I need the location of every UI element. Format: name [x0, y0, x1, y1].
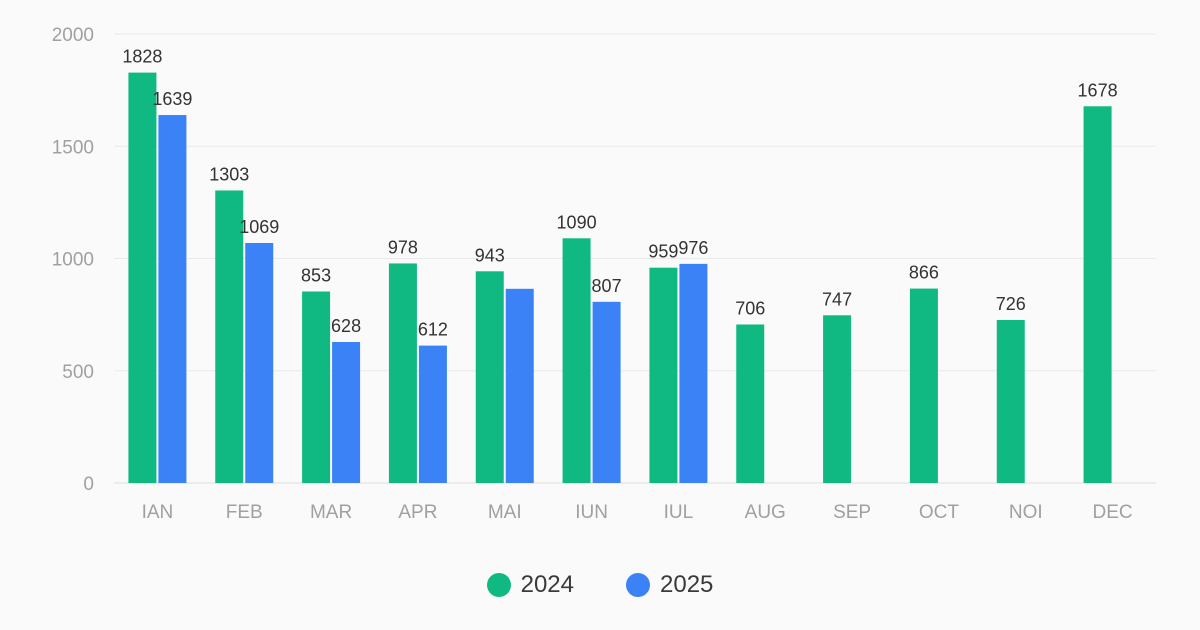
bar-2024-mar[interactable] [302, 291, 331, 483]
gridlines [114, 33, 1156, 484]
y-tick-label: 2000 [52, 25, 94, 46]
bar-2024-sep[interactable] [823, 315, 852, 483]
data-label-2024-oct: 866 [909, 263, 939, 283]
x-tick-label: MAR [310, 502, 352, 523]
data-label-2024-mar: 853 [301, 266, 331, 286]
legend-marker-2024 [486, 573, 511, 597]
bar-2024-noi[interactable] [996, 320, 1025, 483]
bar-2024-aug[interactable] [736, 324, 765, 483]
data-label-2024-mai: 943 [475, 245, 505, 265]
y-tick-label: 0 [83, 474, 94, 495]
data-label-2024-aug: 706 [735, 299, 765, 319]
x-tick-label: MAI [488, 502, 522, 523]
x-tick-label: SEP [833, 502, 871, 523]
bar-2025-iun[interactable] [592, 301, 621, 483]
data-label-2024-iul: 959 [648, 242, 678, 262]
bar-2025-apr[interactable] [418, 345, 447, 483]
data-label-2024-apr: 978 [388, 237, 418, 257]
x-tick-label: NOI [1009, 502, 1043, 523]
legend-label-2025: 2025 [660, 571, 714, 598]
bar-2024-oct[interactable] [909, 288, 938, 483]
y-tick-label: 1000 [52, 250, 94, 271]
y-tick-label: 500 [62, 362, 94, 383]
data-label-2024-noi: 726 [996, 294, 1026, 314]
data-label-2025-iul: 976 [678, 238, 708, 258]
x-tick-label: IAN [142, 502, 174, 523]
bar-2024-iun[interactable] [562, 238, 591, 483]
bar-2025-mai[interactable] [505, 288, 534, 483]
y-tick-label: 1500 [52, 137, 94, 158]
data-label-2024-sep: 747 [822, 289, 852, 309]
data-label-2024-iun: 1090 [557, 212, 597, 232]
data-label-2025-apr: 612 [418, 320, 448, 340]
bars [128, 72, 1112, 484]
data-labels: 1828 1639 1303 1069 853 628 978 612 943 1090 807 95… [122, 47, 1117, 340]
bar-2024-iul[interactable] [649, 267, 678, 483]
data-label-2024-ian: 1828 [122, 47, 162, 67]
legend: 2024 2025 [0, 562, 1200, 608]
data-label-2025-ian: 1639 [152, 89, 192, 109]
x-tick-label: OCT [919, 502, 960, 523]
legend-label-2024: 2024 [520, 571, 574, 598]
data-label-2025-iun: 807 [592, 276, 622, 296]
x-tick-label: AUG [745, 502, 786, 523]
legend-marker-2025 [626, 573, 650, 597]
data-label-2025-mar: 628 [331, 316, 361, 336]
legend-item-2025[interactable]: 2025 [626, 571, 713, 599]
bar-2024-apr[interactable] [388, 263, 417, 483]
data-label-2024-feb: 1303 [209, 164, 249, 184]
y-axis-tick-labels: 0 500 1000 1500 2000 [52, 25, 94, 495]
bar-2024-feb[interactable] [215, 190, 244, 483]
x-tick-label: DEC [1093, 502, 1133, 523]
x-tick-label: FEB [226, 502, 263, 523]
bar-2025-ian[interactable] [158, 115, 187, 484]
x-axis-tick-labels: IAN FEB MAR APR MAI IUN IUL AUG SEP OCT NOI DEC [142, 502, 1133, 523]
bar-2025-mar[interactable] [332, 342, 361, 483]
data-label-2024-dec: 1678 [1078, 80, 1118, 100]
legend-item-2024[interactable]: 2024 [486, 571, 574, 599]
x-tick-label: IUL [664, 502, 694, 523]
bar-2024-dec[interactable] [1083, 106, 1112, 483]
bar-2025-iul[interactable] [679, 263, 708, 483]
bar-2025-feb[interactable] [245, 243, 274, 483]
data-label-2025-feb: 1069 [239, 217, 279, 237]
bar-2024-ian[interactable] [128, 72, 157, 483]
x-tick-label: APR [398, 502, 437, 523]
x-tick-label: IUN [575, 502, 608, 523]
bar-2024-mai[interactable] [475, 271, 504, 483]
